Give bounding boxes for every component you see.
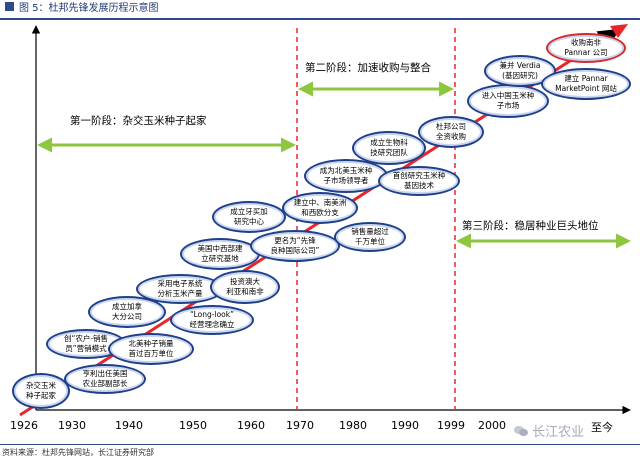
x-tick-1926: 1926 bbox=[10, 419, 38, 432]
event-1975: 销售量超过 千万单位 bbox=[334, 222, 406, 252]
wechat-icon bbox=[514, 426, 528, 437]
bottom-rule bbox=[0, 444, 640, 445]
event-1930: 亨利出任美国 农业部副部长 bbox=[64, 364, 146, 394]
event-text: 采用电子系统 分析玉米产量 bbox=[157, 279, 203, 298]
x-tick-1940: 1940 bbox=[115, 419, 143, 432]
x-axis-end-label: 至今 bbox=[591, 421, 613, 434]
event-1972: 建立中、南美洲 和西欧分支 bbox=[282, 192, 358, 224]
event-text: “Long-look” 经营理念确立 bbox=[189, 310, 235, 329]
event-1999: 杜邦公司 全资收购 bbox=[418, 116, 484, 148]
event-1970: 更名为“先锋 良种国际公司” bbox=[250, 230, 340, 262]
event-text: 杜邦公司 全资收购 bbox=[436, 122, 466, 141]
x-tick-1970: 1970 bbox=[286, 419, 314, 432]
phase1-label: 第一阶段：杂交玉米种子起家 bbox=[70, 115, 207, 127]
watermark: 长江农业 bbox=[514, 421, 584, 440]
figure-title: 图 5：杜邦先锋发展历程示意图 bbox=[0, 0, 640, 18]
source-note: 资料来源：杜邦先锋网站，长江证券研究部 bbox=[2, 448, 154, 457]
event-1940b: 成立加拿 大分公司 bbox=[88, 296, 166, 328]
event-text: 建立中、南美洲 和西欧分支 bbox=[293, 198, 347, 217]
x-tick-1950: 1950 bbox=[179, 419, 207, 432]
phase2-label: 第二阶段：加速收购与整合 bbox=[305, 62, 431, 74]
x-tick-1999: 1999 bbox=[437, 419, 465, 432]
event-text: 成立牙买加 研究中心 bbox=[230, 207, 268, 226]
event-2010: 建立 Pannar MarketPoint 网站 bbox=[541, 68, 631, 100]
event-text: 更名为“先锋 良种国际公司” bbox=[270, 236, 320, 255]
event-text: 成立加拿 大分公司 bbox=[112, 302, 142, 321]
phase3-label: 第三阶段：稳居种业巨头地位 bbox=[462, 220, 599, 232]
event-text: 投资澳大 利亚和南非 bbox=[226, 277, 264, 296]
event-text: 建立 Pannar MarketPoint 网站 bbox=[555, 74, 617, 93]
event-text: 兼并 Verdia (基因研究) bbox=[499, 61, 541, 80]
event-1926: 杂交玉米 种子起家 bbox=[12, 373, 70, 409]
event-1950: “Long-look” 经营理念确立 bbox=[170, 305, 254, 335]
event-text: 北美种子销量 首过百万单位 bbox=[128, 339, 174, 358]
event-text: 收购南非 Pannar 公司 bbox=[564, 38, 608, 57]
event-1960: 美国中西部建 立研究基地 bbox=[180, 238, 260, 270]
event-text: 销售量超过 千万单位 bbox=[351, 227, 389, 246]
event-text: 美国中西部建 立研究基地 bbox=[197, 244, 243, 263]
figure-square-icon bbox=[4, 1, 15, 12]
event-1990: 成立生物科 技研究团队 bbox=[352, 131, 426, 165]
event-1955: 投资澳大 利亚和南非 bbox=[210, 270, 280, 304]
event-text: 成立生物科 技研究团队 bbox=[370, 138, 408, 157]
x-tick-2000: 2000 bbox=[478, 419, 506, 432]
event-text: 杂交玉米 种子起家 bbox=[26, 381, 56, 400]
top-rule bbox=[0, 18, 640, 20]
event-text: 进入中国玉米种 子市场 bbox=[481, 91, 535, 110]
event-2012: 收购南非 Pannar 公司 bbox=[546, 33, 626, 63]
event-2000: 进入中国玉米种 子市场 bbox=[467, 84, 549, 118]
event-text: 创“农户-销售 员”营销模式 bbox=[63, 334, 109, 353]
x-tick-1980: 1980 bbox=[339, 419, 367, 432]
x-tick-1990: 1990 bbox=[391, 419, 419, 432]
event-1980: 成为北美玉米种 子市场领导者 bbox=[304, 159, 388, 193]
event-2005: 兼并 Verdia (基因研究) bbox=[484, 55, 556, 87]
x-tick-1960: 1960 bbox=[237, 419, 265, 432]
event-text: 首创研究玉米种 基因技术 bbox=[392, 171, 446, 190]
watermark-text: 长江农业 bbox=[532, 425, 585, 440]
event-1964: 成立牙买加 研究中心 bbox=[212, 201, 286, 233]
event-text: 亨利出任美国 农业部副部长 bbox=[82, 369, 128, 388]
event-1985: 首创研究玉米种 基因技术 bbox=[378, 166, 460, 196]
growth-arrowhead bbox=[610, 24, 628, 38]
figure-label: 图 5：杜邦先锋发展历程示意图 bbox=[19, 3, 159, 14]
event-text: 成为北美玉米种 子市场领导者 bbox=[319, 166, 373, 185]
event-1940: 北美种子销量 首过百万单位 bbox=[108, 333, 194, 365]
event-1952: 采用电子系统 分析玉米产量 bbox=[136, 274, 224, 304]
x-tick-1930: 1930 bbox=[58, 419, 86, 432]
